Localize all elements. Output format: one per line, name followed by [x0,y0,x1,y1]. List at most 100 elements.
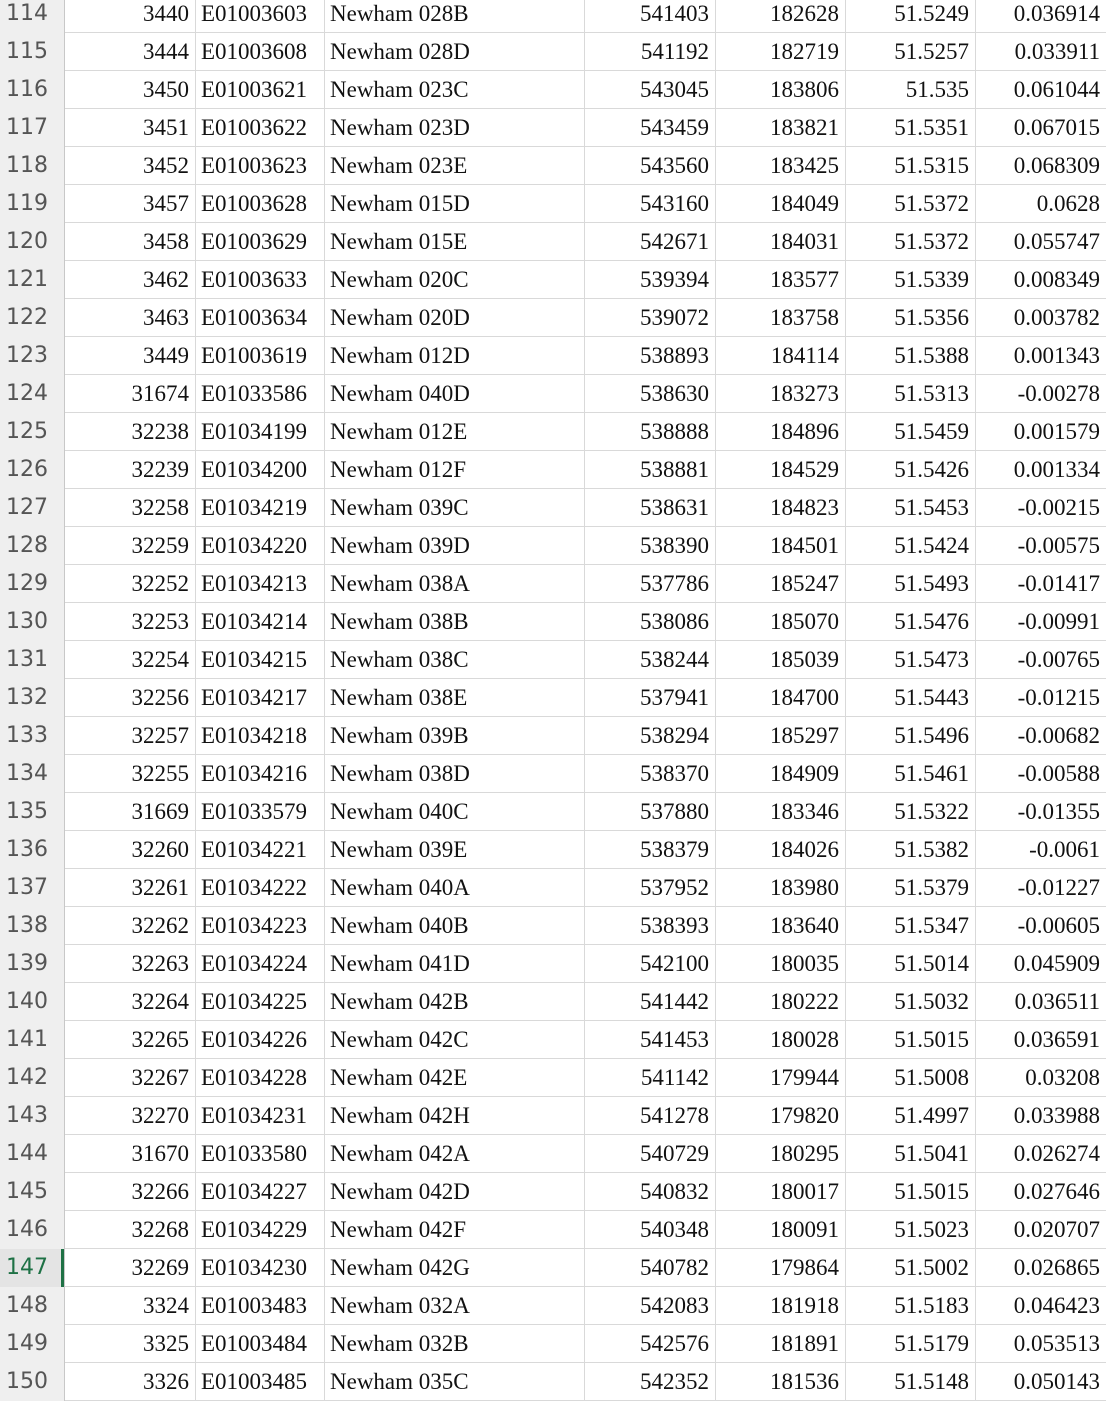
cell-area-code[interactable]: E01034215 [196,641,325,679]
cell-northing[interactable]: 180295 [716,1135,846,1173]
cell-easting[interactable]: 541278 [585,1097,716,1135]
cell-id[interactable]: 3450 [65,71,196,109]
cell-northing[interactable]: 184501 [716,527,846,565]
row-header[interactable]: 135 [0,793,65,831]
cell-longitude[interactable]: -0.00765 [1017,647,1100,672]
cell-easting[interactable]: 538390 [585,527,716,565]
row-header[interactable]: 141 [0,1021,65,1059]
cell-id[interactable]: 3462 [65,261,196,299]
cell-longitude[interactable]: 0.050143 [1013,1369,1100,1394]
cell-area-code[interactable]: E01034229 [196,1211,325,1249]
cell-northing[interactable]: 180222 [716,983,846,1021]
cell-longitude[interactable]: -0.0061 [1029,837,1100,862]
cell-area-name[interactable]: Newham 042D [325,1173,585,1211]
row-header[interactable]: 120 [0,223,65,261]
cell-latitude[interactable]: 51.5041 [846,1135,976,1173]
cell-area-name[interactable]: Newham 038C [325,641,585,679]
cell-northing[interactable]: 183425 [716,147,846,185]
cell-area-name[interactable]: Newham 040C [325,793,585,831]
cell-longitude[interactable]: -0.00682 [1017,723,1100,748]
cell-northing[interactable]: 184823 [716,489,846,527]
cell-area-name[interactable]: Newham 042G [325,1249,585,1287]
row-header[interactable]: 123 [0,337,65,375]
row-header[interactable]: 132 [0,679,65,717]
cell-latitude[interactable]: 51.4997 [846,1097,976,1135]
row-header[interactable]: 143 [0,1097,65,1135]
row-header[interactable]: 136 [0,831,65,869]
cell-longitude[interactable]: 0.055747 [1013,229,1100,254]
cell-easting[interactable]: 542100 [585,945,716,983]
cell-northing[interactable]: 185070 [716,603,846,641]
cell-easting[interactable]: 541192 [585,33,716,71]
cell-northing[interactable]: 183821 [716,109,846,147]
row-header[interactable]: 114 [0,0,65,33]
cell-longitude[interactable]: 0.008349 [1013,267,1100,292]
cell-longitude[interactable]: 0.036591 [1013,1027,1100,1052]
cell-id[interactable]: 32259 [65,527,196,565]
cell-area-code[interactable]: E01003633 [196,261,325,299]
cell-area-name[interactable]: Newham 041D [325,945,585,983]
row-header[interactable]: 126 [0,451,65,489]
cell-area-code[interactable]: E01034219 [196,489,325,527]
cell-longitude[interactable]: -0.01417 [1017,571,1100,596]
cell-longitude[interactable]: 0.001579 [1013,419,1100,444]
cell-latitude[interactable]: 51.5015 [846,1021,976,1059]
row-header[interactable]: 146 [0,1211,65,1249]
cell-area-name[interactable]: Newham 012D [325,337,585,375]
cell-area-code[interactable]: E01034214 [196,603,325,641]
cell-area-code[interactable]: E01034223 [196,907,325,945]
cell-latitude[interactable]: 51.5014 [846,945,976,983]
row-header[interactable]: 137 [0,869,65,907]
row-header[interactable]: 122 [0,299,65,337]
cell-area-code[interactable]: E01033586 [196,375,325,413]
cell-latitude[interactable]: 51.5249 [846,0,976,33]
cell-id[interactable]: 32269 [65,1249,196,1287]
cell-latitude[interactable]: 51.535 [846,71,976,109]
cell-northing[interactable]: 185247 [716,565,846,603]
cell-area-code[interactable]: E01034220 [196,527,325,565]
cell-latitude[interactable]: 51.5032 [846,983,976,1021]
cell-area-code[interactable]: E01003619 [196,337,325,375]
cell-area-name[interactable]: Newham 028B [325,0,585,33]
cell-latitude[interactable]: 51.5002 [846,1249,976,1287]
cell-longitude[interactable]: -0.01227 [1017,875,1100,900]
cell-area-code[interactable]: E01034230 [196,1249,325,1287]
cell-id[interactable]: 32257 [65,717,196,755]
cell-area-name[interactable]: Newham 012E [325,413,585,451]
cell-area-code[interactable]: E01003603 [196,0,325,33]
cell-area-code[interactable]: E01003622 [196,109,325,147]
cell-area-code[interactable]: E01034226 [196,1021,325,1059]
cell-area-code[interactable]: E01034224 [196,945,325,983]
cell-northing[interactable]: 184026 [716,831,846,869]
row-header[interactable]: 148 [0,1287,65,1325]
cell-id[interactable]: 3449 [65,337,196,375]
cell-northing[interactable]: 180091 [716,1211,846,1249]
cell-area-code[interactable]: E01034216 [196,755,325,793]
cell-id[interactable]: 3440 [65,0,196,33]
cell-northing[interactable]: 182628 [716,0,846,33]
cell-area-name[interactable]: Newham 038D [325,755,585,793]
cell-easting[interactable]: 538294 [585,717,716,755]
cell-easting[interactable]: 543045 [585,71,716,109]
cell-id[interactable]: 3444 [65,33,196,71]
cell-id[interactable]: 32253 [65,603,196,641]
cell-longitude[interactable]: -0.01355 [1017,799,1100,824]
cell-area-code[interactable]: E01033579 [196,793,325,831]
cell-id[interactable]: 32238 [65,413,196,451]
cell-latitude[interactable]: 51.5351 [846,109,976,147]
cell-easting[interactable]: 540832 [585,1173,716,1211]
row-header[interactable]: 147 [0,1249,65,1287]
cell-northing[interactable]: 179944 [716,1059,846,1097]
row-header[interactable]: 130 [0,603,65,641]
cell-id[interactable]: 32258 [65,489,196,527]
row-header[interactable]: 121 [0,261,65,299]
row-header[interactable]: 116 [0,71,65,109]
cell-northing[interactable]: 181918 [716,1287,846,1325]
cell-easting[interactable]: 540729 [585,1135,716,1173]
cell-latitude[interactable]: 51.5356 [846,299,976,337]
row-header[interactable]: 134 [0,755,65,793]
cell-longitude[interactable]: 0.001343 [1013,343,1100,368]
cell-latitude[interactable]: 51.5257 [846,33,976,71]
cell-latitude[interactable]: 51.5496 [846,717,976,755]
cell-area-code[interactable]: E01003623 [196,147,325,185]
